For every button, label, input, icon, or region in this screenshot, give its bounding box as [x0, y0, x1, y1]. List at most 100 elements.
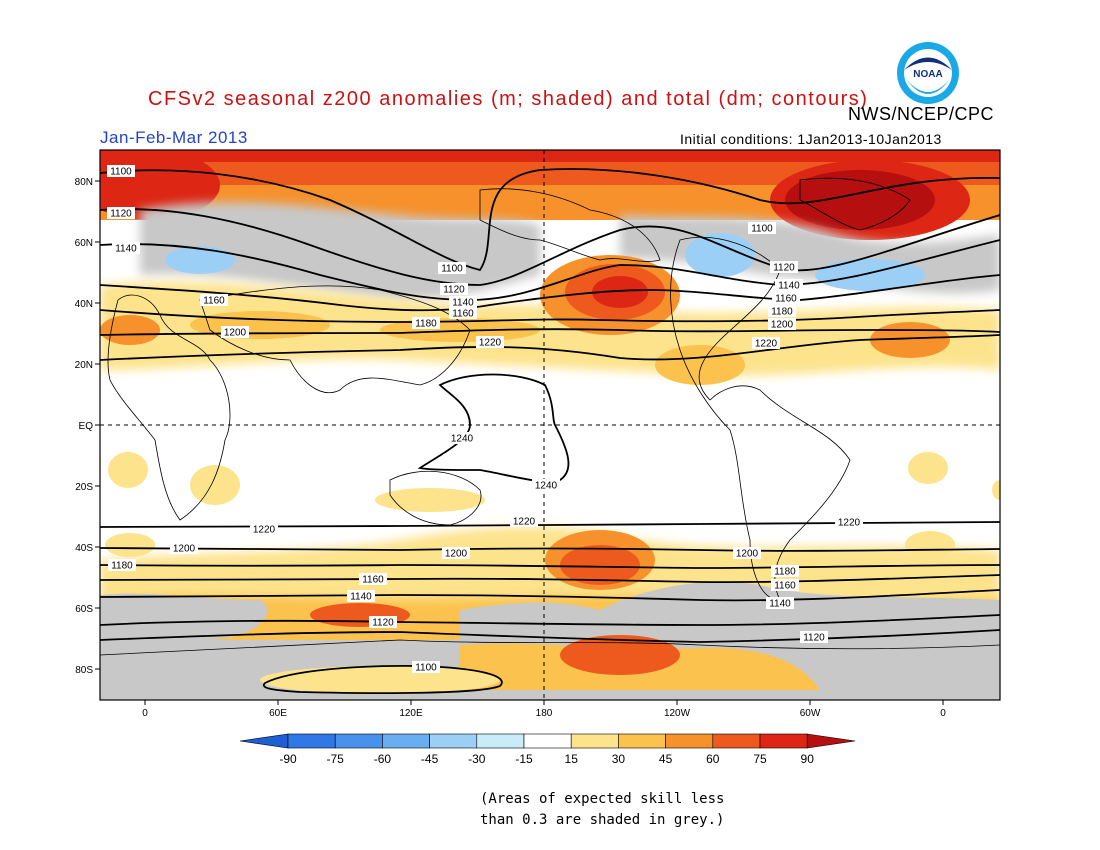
- lon-label: 0: [142, 708, 148, 719]
- contour-label: 1140: [449, 296, 477, 309]
- colorbar-tick-label: -90: [279, 752, 297, 766]
- svg-text:1160: 1160: [775, 294, 797, 305]
- contour-label: 1180: [768, 305, 796, 318]
- colorbar-segment: [712, 733, 761, 749]
- contour-label: 1160: [200, 294, 228, 307]
- colorbar-segment: [523, 733, 572, 749]
- svg-text:1140: 1140: [769, 599, 791, 610]
- contour-label: 1100: [438, 262, 466, 275]
- contour-label: 1220: [250, 523, 278, 536]
- colorbar-segment: [429, 733, 478, 749]
- lat-label: 60N: [75, 238, 93, 249]
- contour-label: 1160: [772, 292, 800, 305]
- lat-label: 80N: [75, 177, 93, 188]
- contour-label: 1120: [440, 283, 468, 296]
- initial-conditions: Initial conditions: 1Jan2013-10Jan2013: [680, 131, 942, 147]
- colorbar-segment: [239, 733, 289, 749]
- contour-label: 1200: [768, 318, 796, 331]
- contour-label: 1120: [770, 261, 798, 274]
- svg-text:1160: 1160: [774, 581, 796, 592]
- chart-title: CFSv2 seasonal z200 anomalies (m; shaded…: [148, 88, 869, 110]
- svg-text:1200: 1200: [173, 544, 196, 555]
- contour-label: 1220: [835, 516, 863, 529]
- contour-label: 1220: [476, 336, 504, 349]
- colorbar-tick-label: -30: [468, 752, 486, 766]
- contour-label: 1220: [752, 337, 780, 350]
- svg-text:1160: 1160: [203, 296, 225, 307]
- svg-text:1140: 1140: [350, 592, 372, 603]
- anomaly-map: 1100 1120 1140 1160 1100 1120 1140 1160 …: [0, 0, 1001, 766]
- svg-text:1100: 1100: [110, 167, 132, 178]
- svg-text:1120: 1120: [443, 285, 465, 296]
- lat-label: EQ: [79, 421, 94, 432]
- colorbar-segment: [382, 733, 430, 749]
- colorbar-segment: [618, 733, 666, 749]
- colorbar-tick-label: 60: [706, 752, 720, 766]
- contour-label: 1140: [112, 242, 140, 255]
- svg-text:1220: 1220: [513, 517, 536, 528]
- skill-note-line1: (Areas of expected skill less: [480, 791, 725, 807]
- svg-text:1240: 1240: [535, 481, 558, 492]
- colorbar-tick-label: -60: [374, 752, 392, 766]
- skill-note-line2: than 0.3 are shaded in grey.): [480, 812, 725, 828]
- colorbar-segment: [570, 733, 619, 749]
- svg-text:1200: 1200: [736, 549, 759, 560]
- svg-text:1140: 1140: [115, 244, 137, 255]
- svg-text:1200: 1200: [224, 328, 247, 339]
- colorbar-segment: [476, 733, 525, 749]
- contour-label: 1160: [449, 307, 477, 320]
- colorbar-segment: [759, 733, 808, 749]
- contour-lines: [100, 168, 1000, 695]
- contour-label: 1180: [108, 559, 136, 572]
- contour-label: 1140: [775, 279, 803, 292]
- lat-label: 20S: [75, 482, 93, 493]
- contour-label: 1100: [748, 222, 776, 235]
- lat-label: 20N: [75, 360, 93, 371]
- colorbar-tick-label: 45: [659, 752, 673, 766]
- svg-text:1180: 1180: [111, 561, 133, 572]
- svg-text:1160: 1160: [362, 575, 384, 586]
- svg-text:1200: 1200: [771, 320, 794, 331]
- svg-text:1140: 1140: [778, 281, 800, 292]
- svg-text:1220: 1220: [755, 339, 778, 350]
- lon-label: 0: [940, 708, 946, 719]
- lat-label: 60S: [75, 604, 93, 615]
- latitude-labels: 80N 60N 40N 20N EQ 20S 40S 60S 80S: [75, 177, 94, 676]
- contour-label: 1100: [0, 0, 22, 3]
- contour-label: 1180: [412, 317, 440, 330]
- svg-text:1220: 1220: [253, 525, 276, 536]
- colorbar-segment: [665, 733, 714, 749]
- svg-text:1180: 1180: [774, 567, 796, 578]
- lat-label: 80S: [75, 665, 93, 676]
- colorbar-tick-label: -15: [515, 752, 533, 766]
- colorbar-segment: [806, 733, 856, 749]
- contour-label: 1120: [107, 207, 135, 220]
- colorbar-tick-label: -45: [421, 752, 439, 766]
- lon-label: 120W: [664, 708, 691, 719]
- contour-labels: 1100 1120 1140 1160 1100 1120 1140 1160 …: [0, 0, 863, 674]
- contour-label: 1160: [771, 579, 799, 592]
- contour-label: 1200: [170, 542, 198, 555]
- lat-label: 40S: [75, 543, 93, 554]
- contour-label: 1240: [448, 432, 476, 445]
- longitude-labels: 0 60E 120E 180 120W 60W 0: [142, 708, 946, 719]
- svg-text:1220: 1220: [479, 338, 502, 349]
- svg-text:1120: 1120: [773, 263, 795, 274]
- contour-label: 1180: [771, 565, 799, 578]
- svg-text:1240: 1240: [451, 434, 474, 445]
- tick-marks: [95, 180, 944, 705]
- lon-label: 60E: [269, 708, 287, 719]
- logo-text: NOAA: [913, 69, 942, 80]
- svg-text:1120: 1120: [110, 209, 132, 220]
- coastlines: [100, 177, 1000, 656]
- lon-label: 180: [536, 708, 553, 719]
- svg-text:1100: 1100: [441, 264, 463, 275]
- colorbar: -90 -75 -60 -45 -30 -15 15 30 45 60 75 90: [239, 733, 856, 766]
- contour-label: 1120: [369, 616, 397, 629]
- colorbar-tick-label: 75: [753, 752, 767, 766]
- svg-text:1200: 1200: [445, 549, 468, 560]
- svg-text:1160: 1160: [452, 309, 474, 320]
- contour-label: 1140: [347, 590, 375, 603]
- lon-label: 60W: [800, 708, 821, 719]
- svg-text:1100: 1100: [415, 663, 437, 674]
